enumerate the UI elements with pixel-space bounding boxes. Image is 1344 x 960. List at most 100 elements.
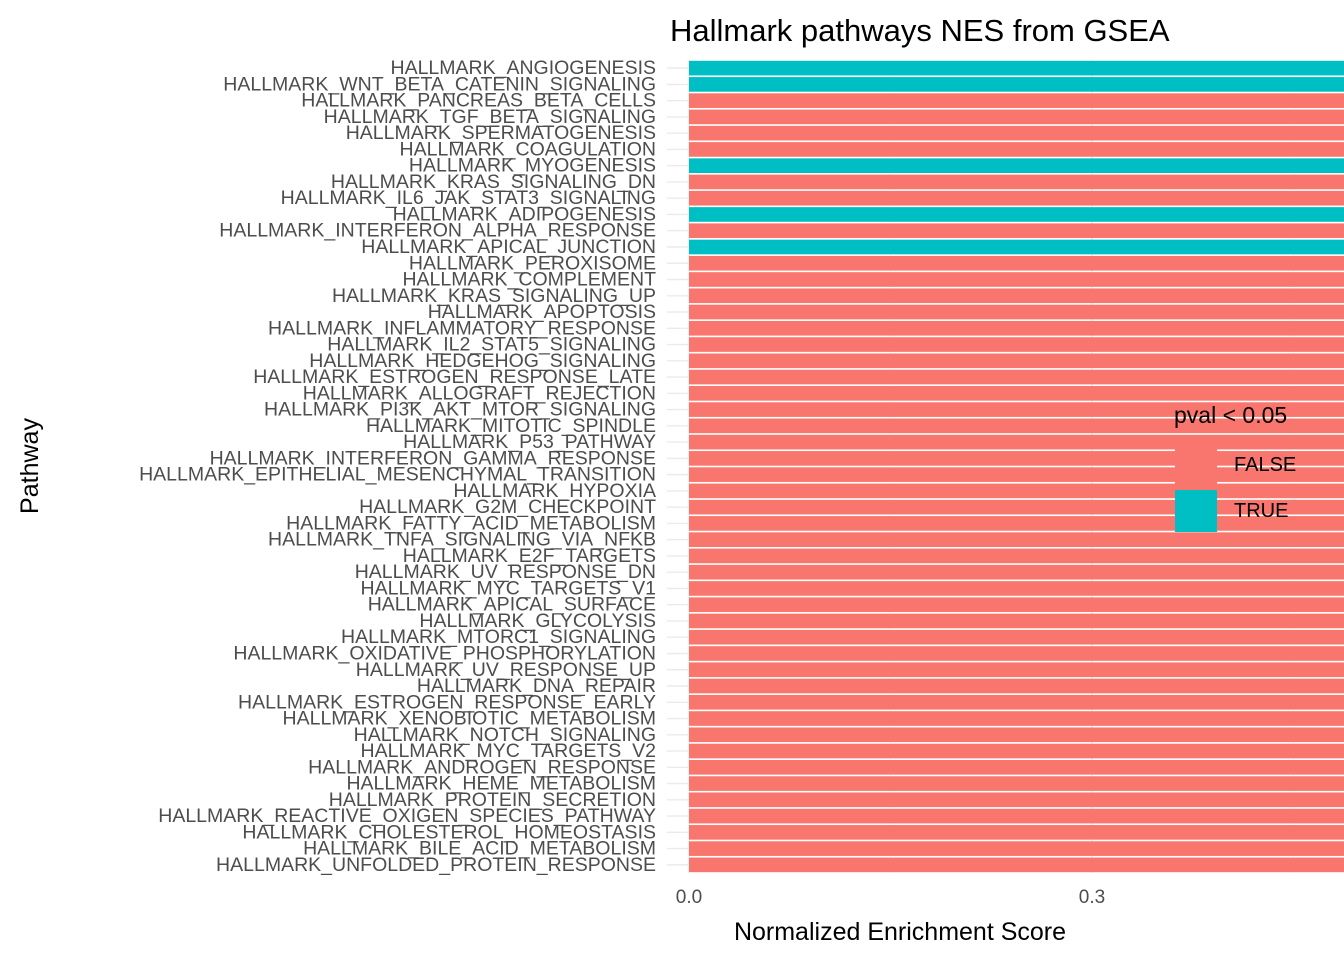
y-tick-label: HALLMARK_KRAS_SIGNALING_UP <box>332 285 656 307</box>
bar <box>689 142 1344 157</box>
bar <box>689 597 1344 613</box>
y-tick-label: HALLMARK_FATTY_ACID_METABOLISM <box>286 512 656 534</box>
bar <box>689 207 1344 222</box>
y-tick-label: HALLMARK_IL2_STAT5_SIGNALING <box>327 334 656 356</box>
bar <box>689 304 1344 320</box>
bar <box>689 532 1344 547</box>
y-tick-label: HALLMARK_GLYCOLYSIS <box>419 610 656 632</box>
bar <box>689 386 1344 401</box>
y-tick-label: HALLMARK_INTERFERON_ALPHA_RESPONSE <box>219 220 656 242</box>
y-tick-label: HALLMARK_OXIDATIVE_PHOSPHORYLATION <box>233 642 656 664</box>
bar <box>689 662 1344 678</box>
y-tick-label: HALLMARK_TGF_BETA_SIGNALING <box>324 106 656 128</box>
y-tick-label: HALLMARK_UV_RESPONSE_UP <box>356 659 656 681</box>
bar <box>689 320 1344 336</box>
y-tick-label: HALLMARK_HYPOXIA <box>453 480 656 502</box>
y-tick-label: HALLMARK_MYOGENESIS <box>409 155 656 177</box>
bar <box>689 564 1344 580</box>
bar <box>689 93 1344 108</box>
bar <box>689 174 1344 190</box>
y-tick-label: HALLMARK_TNFA_SIGNALING_VIA_NFKB <box>268 529 656 551</box>
bar <box>689 548 1344 564</box>
y-axis-tick-labels: HALLMARK_ANGIOGENESISHALLMARK_WNT_BETA_C… <box>139 57 656 876</box>
y-tick-label: HALLMARK_E2F_TARGETS <box>403 545 656 567</box>
y-tick-label: HALLMARK_WNT_BETA_CATENIN_SIGNALING <box>223 73 656 95</box>
y-tick-label: HALLMARK_ADIPOGENESIS <box>393 203 656 225</box>
x-tick-label: 0.0 <box>676 887 702 908</box>
bar <box>689 239 1344 255</box>
bar <box>689 629 1344 645</box>
legend-title: pval < 0.05 <box>1174 402 1287 428</box>
y-tick-label: HALLMARK_COAGULATION <box>400 138 656 160</box>
y-tick-label: HALLMARK_APICAL_JUNCTION <box>361 236 656 258</box>
legend-entries: FALSE TRUE <box>1175 444 1296 532</box>
bar <box>689 646 1344 661</box>
y-tick-label: HALLMARK_ESTROGEN_RESPONSE_LATE <box>253 366 656 388</box>
legend-label: FALSE <box>1234 454 1296 476</box>
legend-label: TRUE <box>1234 500 1288 522</box>
bar <box>689 613 1344 629</box>
y-tick-label: HALLMARK_P53_PATHWAY <box>403 431 656 453</box>
y-tick-label: HALLMARK_DNA_REPAIR <box>417 675 656 697</box>
legend-swatch <box>1175 490 1217 532</box>
y-tick-label: HALLMARK_EPITHELIAL_MESENCHYMAL_TRANSITI… <box>139 464 656 486</box>
y-tick-label: HALLMARK_ESTROGEN_RESPONSE_EARLY <box>238 691 656 713</box>
bar <box>689 190 1344 206</box>
y-tick-label: HALLMARK_IL6_JAK_STAT3_SIGNALING <box>281 187 656 209</box>
x-axis-title: Normalized Enrichment Score <box>734 918 1066 946</box>
bar <box>689 255 1344 271</box>
y-tick-label: HALLMARK_NOTCH_SIGNALING <box>354 724 656 746</box>
x-tick-label: 0.3 <box>1079 887 1105 908</box>
y-tick-label: HALLMARK_COMPLEMENT <box>402 269 656 291</box>
bar <box>689 353 1344 369</box>
bar <box>689 711 1344 726</box>
bar <box>689 808 1344 824</box>
bar <box>689 158 1344 174</box>
bar <box>689 581 1344 596</box>
y-tick-label: HALLMARK_UNFOLDED_PROTEIN_RESPONSE <box>216 854 656 876</box>
y-tick-label: HALLMARK_PROTEIN_SECRETION <box>329 789 656 811</box>
legend-swatch <box>1175 444 1217 486</box>
bar <box>689 369 1344 385</box>
y-tick-label: HALLMARK_ANGIOGENESIS <box>391 57 657 79</box>
y-tick-label: HALLMARK_ANDROGEN_RESPONSE <box>308 756 656 778</box>
bar <box>689 272 1344 287</box>
bar <box>689 792 1344 808</box>
bar <box>689 418 1344 434</box>
bar <box>689 759 1344 775</box>
y-tick-label: HALLMARK_INFLAMMATORY_RESPONSE <box>268 317 656 339</box>
y-tick-label: HALLMARK_MYC_TARGETS_V2 <box>361 740 656 762</box>
y-tick-label: HALLMARK_APOPTOSIS <box>428 301 656 323</box>
bar <box>689 483 1344 499</box>
bar <box>689 288 1344 304</box>
bar <box>689 678 1344 694</box>
bar <box>689 223 1344 239</box>
x-axis-tick-labels: 0.00.30.60.9 <box>676 887 1105 908</box>
bar <box>689 402 1344 417</box>
y-tick-label: HALLMARK_CHOLESTEROL_HOMEOSTASIS <box>242 821 656 843</box>
bar <box>689 743 1344 759</box>
y-tick-label: HALLMARK_PEROXISOME <box>409 252 656 274</box>
y-tick-label: HALLMARK_SPERMATOGENESIS <box>346 122 656 144</box>
y-tick-label: HALLMARK_HEME_METABOLISM <box>346 773 656 795</box>
y-tick-label: HALLMARK_G2M_CHECKPOINT <box>359 496 656 518</box>
bar <box>689 841 1344 856</box>
y-axis-title: Pathway <box>16 418 44 514</box>
y-tick-label: HALLMARK_MITOTIC_SPINDLE <box>366 415 656 437</box>
bar <box>689 727 1344 743</box>
legend: pval < 0.05 FALSE TRUE <box>1174 402 1296 532</box>
bar <box>689 857 1344 873</box>
y-tick-label: HALLMARK_BILE_ACID_METABOLISM <box>303 838 656 860</box>
y-tick-label: HALLMARK_REACTIVE_OXIGEN_SPECIES_PATHWAY <box>158 805 656 827</box>
bar <box>689 60 1344 76</box>
bar <box>689 109 1344 125</box>
bar <box>689 694 1344 710</box>
y-tick-label: HALLMARK_APICAL_SURFACE <box>368 594 656 616</box>
y-tick-label: HALLMARK_PI3K_AKT_MTOR_SIGNALING <box>264 399 656 421</box>
bar <box>689 825 1344 840</box>
y-tick-label: HALLMARK_MYC_TARGETS_V1 <box>361 577 656 599</box>
bar <box>689 434 1344 450</box>
y-tick-label: HALLMARK_HEDGEHOG_SIGNALING <box>309 350 656 372</box>
y-tick-label: HALLMARK_ALLOGRAFT_REJECTION <box>303 382 656 404</box>
